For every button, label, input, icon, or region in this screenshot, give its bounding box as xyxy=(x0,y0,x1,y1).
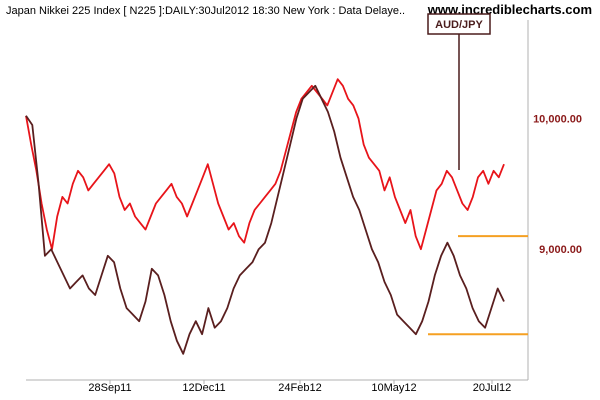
x-tick-label: 12Dec11 xyxy=(182,382,225,394)
annotations xyxy=(428,235,528,336)
y-tick-label: 10,000.00 xyxy=(533,113,582,125)
y-tick-label: 9,000.00 xyxy=(539,244,582,256)
chart-title: Japan Nikkei 225 Index [ N225 ]:DAILY:30… xyxy=(6,5,405,17)
x-tick-label: 20Jul12 xyxy=(473,382,512,394)
series-line-red xyxy=(25,78,505,251)
series-group xyxy=(25,78,505,355)
plot-area xyxy=(26,90,528,380)
x-tick-label: 28Sep11 xyxy=(88,382,131,394)
x-ticks: 28Sep11 12Dec11 24Feb12 10May12 20Jul12 xyxy=(88,380,511,394)
series-line-brown xyxy=(25,84,505,355)
legend-label: AUD/JPY xyxy=(435,19,483,31)
legend: AUD/JPY xyxy=(427,13,491,170)
x-tick-label: 10May12 xyxy=(371,382,416,394)
x-tick-label: 24Feb12 xyxy=(278,382,321,394)
y-ticks: 10,000.00 9,000.00 xyxy=(533,113,582,256)
